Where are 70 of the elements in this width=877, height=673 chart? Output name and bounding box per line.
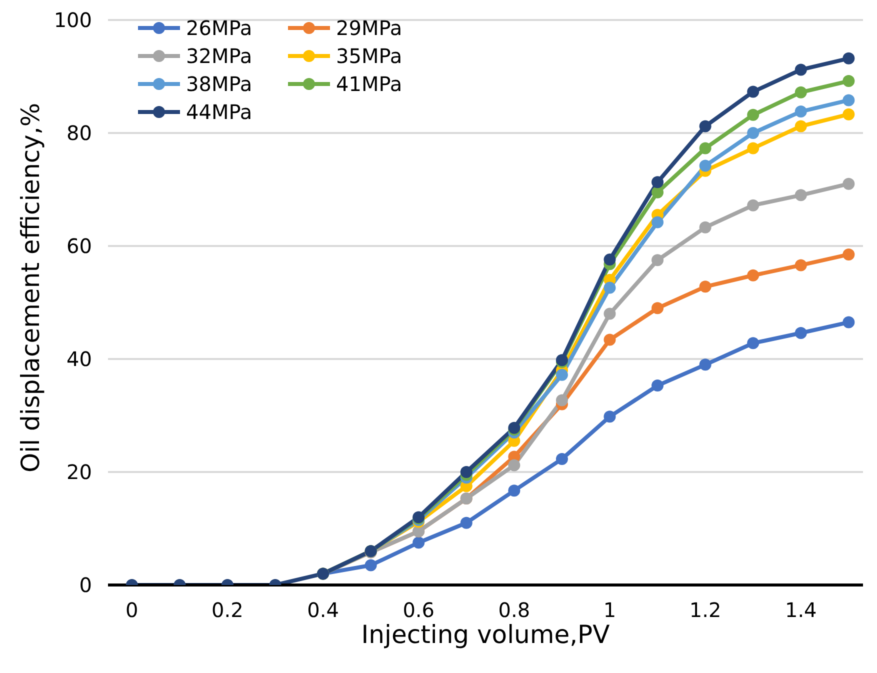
point	[794, 259, 807, 272]
point	[842, 316, 855, 328]
point	[460, 466, 472, 478]
point	[604, 282, 616, 294]
point	[604, 254, 616, 266]
point	[747, 127, 760, 139]
point	[604, 410, 616, 423]
point	[794, 86, 807, 98]
point	[556, 394, 568, 406]
point	[699, 280, 712, 293]
point	[842, 52, 855, 64]
x-tick-label: 0.6	[402, 598, 435, 622]
legend-label: 41MPa	[336, 72, 402, 96]
point	[604, 334, 616, 346]
x-tick-label: 0.2	[212, 598, 244, 622]
y-tick-label: 80	[66, 121, 92, 146]
point	[747, 108, 760, 121]
point	[794, 189, 807, 202]
point	[508, 484, 520, 497]
legend-label: 26MPa	[186, 16, 252, 40]
y-tick-label: 40	[66, 347, 92, 372]
x-tick-label: 1.4	[784, 598, 817, 622]
point	[699, 142, 712, 154]
x-tick-label: 0.4	[307, 598, 339, 622]
y-tick-label: 100	[54, 8, 92, 32]
y-axis-title: Oil displacement efficiency,%	[16, 102, 45, 472]
point	[842, 178, 855, 190]
point	[652, 254, 664, 266]
point	[364, 559, 377, 572]
point	[460, 516, 472, 529]
y-tick-label: 60	[66, 234, 92, 258]
point	[842, 75, 855, 88]
point	[652, 302, 664, 314]
legend-label: 29MPa	[336, 16, 402, 40]
point	[842, 248, 855, 260]
point	[699, 358, 712, 371]
point	[652, 176, 664, 188]
legend-label: 32MPa	[186, 44, 252, 68]
point	[699, 221, 712, 234]
x-axis-title: Injecting volume,PV	[361, 620, 610, 649]
point	[556, 453, 568, 466]
legend-label: 35MPa	[336, 44, 402, 68]
point	[794, 120, 807, 132]
point	[652, 380, 664, 392]
point	[747, 142, 760, 154]
point	[604, 308, 616, 320]
point	[747, 337, 760, 350]
point	[794, 327, 807, 340]
point	[699, 160, 712, 172]
point	[842, 94, 855, 106]
point	[508, 459, 520, 472]
x-tick-label: 0	[126, 598, 138, 622]
legend-label: 44MPa	[186, 100, 252, 124]
point	[556, 368, 568, 381]
point	[412, 536, 425, 549]
y-tick-label: 0	[79, 573, 92, 598]
point	[699, 120, 712, 132]
point	[794, 106, 807, 118]
point	[652, 216, 664, 228]
x-tick-label: 1.2	[689, 598, 722, 622]
point	[794, 64, 807, 76]
point	[747, 86, 760, 98]
x-tick-label: 0.8	[498, 598, 530, 622]
point	[652, 186, 664, 198]
point	[842, 108, 855, 120]
x-tick-label: 1	[603, 598, 616, 622]
legend-label: 38MPa	[186, 72, 252, 96]
point	[747, 269, 760, 282]
y-tick-label: 20	[66, 460, 92, 484]
point	[747, 199, 760, 212]
